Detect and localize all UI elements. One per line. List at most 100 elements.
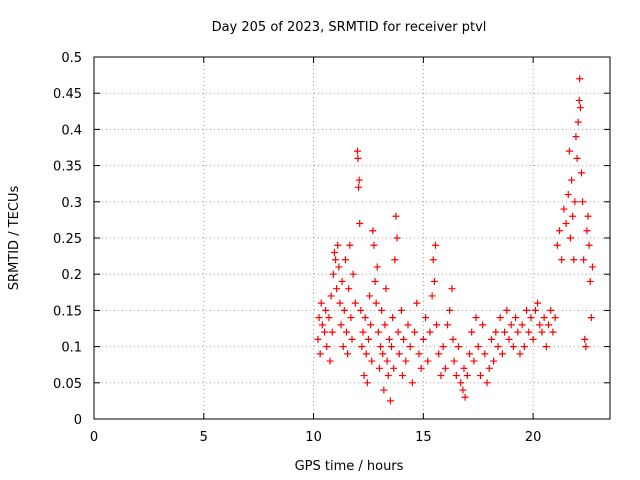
y-tick-label: 0.05 — [53, 377, 82, 392]
data-point — [468, 328, 476, 336]
x-tick-label: 5 — [200, 430, 208, 445]
data-point — [584, 212, 592, 220]
data-point — [558, 256, 566, 264]
data-point — [585, 241, 593, 249]
data-point — [426, 328, 434, 336]
data-point — [334, 241, 342, 249]
grid — [94, 57, 610, 419]
data-point — [576, 104, 584, 112]
data-point — [375, 364, 383, 372]
y-tick-label: 0.45 — [53, 87, 82, 102]
x-tick-labels: 0 5 10 15 20 — [90, 430, 542, 445]
data-point — [355, 176, 363, 184]
data-point — [321, 328, 329, 336]
data-point — [400, 335, 408, 343]
data-point — [382, 285, 390, 293]
data-point — [393, 234, 401, 242]
data-point — [339, 343, 347, 351]
y-tick-labels: 0 0.05 0.1 0.15 0.2 0.25 0.3 0.35 0.4 0.45 0.5 — [53, 51, 82, 428]
data-point — [399, 372, 407, 380]
data-point — [368, 357, 376, 365]
data-point — [579, 198, 587, 206]
data-point — [391, 256, 399, 264]
data-point — [461, 393, 469, 401]
data-point — [380, 386, 388, 394]
y-axis-label: SRMTID / TECUs — [7, 186, 22, 291]
data-point — [538, 328, 546, 336]
y-tick-label: 0.1 — [61, 341, 82, 356]
data-point — [509, 343, 517, 351]
data-point — [549, 328, 557, 336]
axis-ticks — [93, 56, 610, 420]
data-point — [332, 256, 340, 264]
data-point — [463, 372, 471, 380]
data-point — [369, 227, 377, 235]
data-point — [492, 328, 500, 336]
data-point — [536, 321, 544, 329]
data-point — [565, 147, 573, 155]
data-point — [507, 321, 515, 329]
data-point — [333, 285, 341, 293]
data-point — [411, 328, 419, 336]
data-point — [570, 256, 578, 264]
y-tick-label: 0.4 — [61, 123, 82, 138]
data-point — [363, 379, 371, 387]
data-point — [583, 227, 591, 235]
data-point — [348, 335, 356, 343]
data-point — [433, 321, 441, 329]
data-point — [357, 306, 365, 314]
y-tick-label: 0.2 — [61, 268, 82, 283]
data-point — [381, 321, 389, 329]
data-point — [347, 314, 355, 322]
data-point — [460, 364, 468, 372]
data-point — [364, 335, 372, 343]
data-point — [346, 241, 354, 249]
data-point — [481, 350, 489, 358]
data-point — [518, 321, 526, 329]
data-point — [580, 256, 588, 264]
data-point — [520, 343, 528, 351]
data-point — [474, 343, 482, 351]
data-point — [472, 314, 480, 322]
y-tick-label: 0.15 — [53, 304, 82, 319]
data-point — [328, 328, 336, 336]
data-point — [413, 299, 421, 307]
y-tick-label: 0.5 — [61, 51, 82, 66]
data-point — [408, 379, 416, 387]
data-point — [377, 343, 385, 351]
data-point — [560, 205, 568, 213]
data-point — [314, 335, 322, 343]
data-point — [325, 314, 333, 322]
data-point — [459, 386, 467, 394]
data-point — [373, 263, 381, 271]
data-point — [498, 350, 506, 358]
data-point — [576, 75, 584, 83]
data-point — [316, 350, 324, 358]
data-points — [314, 75, 596, 405]
data-point — [574, 118, 582, 126]
data-point — [389, 314, 397, 322]
data-point — [454, 343, 462, 351]
data-point — [465, 350, 473, 358]
data-point — [487, 335, 495, 343]
data-point — [505, 335, 513, 343]
data-point — [343, 328, 351, 336]
data-point — [326, 357, 334, 365]
data-point — [355, 183, 363, 191]
data-point — [430, 277, 438, 285]
data-point — [370, 241, 378, 249]
data-point — [344, 350, 352, 358]
data-point — [514, 328, 522, 336]
data-point — [337, 321, 345, 329]
data-point — [516, 350, 524, 358]
data-point — [551, 314, 559, 322]
data-point — [354, 154, 362, 162]
data-point — [402, 357, 410, 365]
data-point — [503, 306, 511, 314]
data-point — [351, 299, 359, 307]
y-tick-label: 0 — [74, 413, 82, 428]
data-point — [441, 364, 449, 372]
data-point — [444, 321, 452, 329]
data-point — [374, 328, 382, 336]
data-point — [390, 364, 398, 372]
